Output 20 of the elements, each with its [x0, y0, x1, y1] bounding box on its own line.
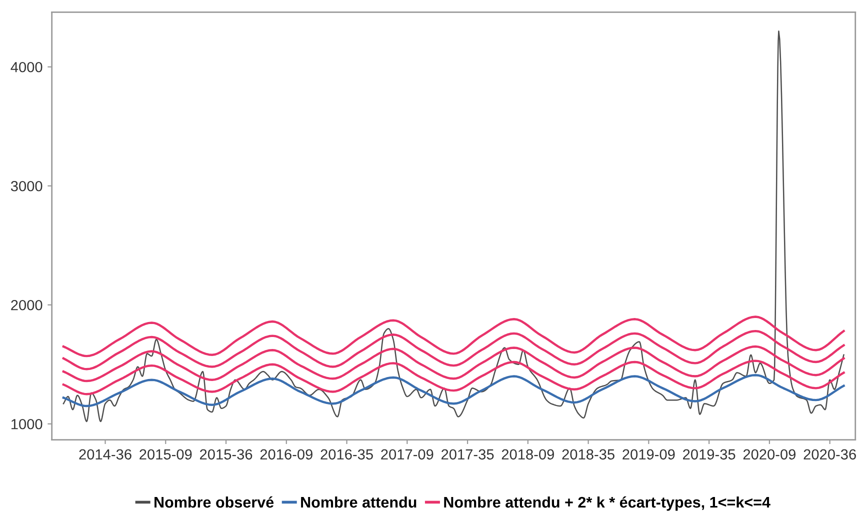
y-tick-label: 1000 [11, 418, 42, 430]
x-tick-label: 2018-35 [562, 449, 614, 460]
legend-label: Nombre observé [154, 496, 274, 508]
x-tick-label: 2015-09 [140, 449, 192, 460]
x-tick-label: 2016-09 [260, 449, 312, 460]
x-tick-label: 2018-09 [502, 449, 554, 460]
y-tick-label: 3000 [10, 180, 42, 192]
x-tick-label: 2019-09 [622, 449, 675, 460]
legend-label: Nombre attendu [301, 496, 416, 508]
x-tick-label: 2020-36 [804, 449, 856, 460]
y-tick-label: 2000 [11, 300, 42, 310]
x-tick-label: 2014-36 [79, 449, 132, 460]
x-tick-label: 2016-35 [320, 449, 373, 460]
legend-label: Nombre attendu + 2* k * écart-types, 1<=k<=4 [444, 496, 770, 511]
x-tick-label: 2017-09 [381, 449, 434, 460]
x-tick-label: 2020-09 [743, 449, 796, 460]
y-tick-label: 4000 [10, 62, 42, 72]
x-tick-label: 2015-36 [200, 449, 252, 460]
x-tick-label: 2017-35 [442, 449, 494, 460]
x-tick-label: 2019-35 [683, 449, 736, 460]
